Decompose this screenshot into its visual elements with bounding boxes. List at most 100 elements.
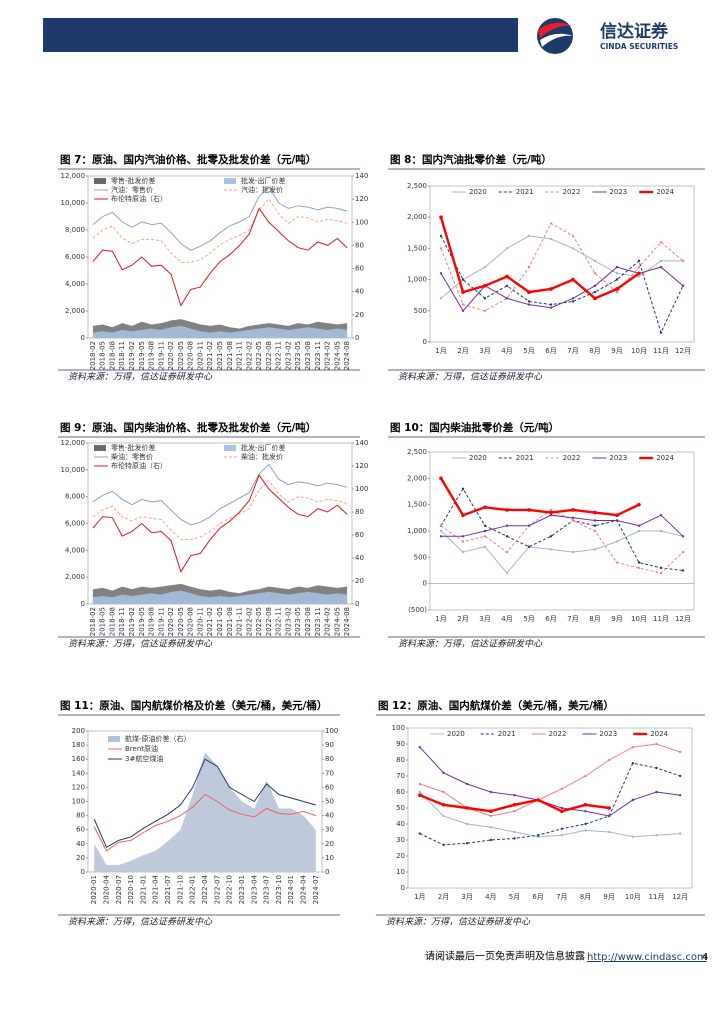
- line-point: [418, 832, 422, 835]
- y-tick-label: 140: [72, 769, 85, 777]
- x-tick-label: 2020-02: [167, 607, 175, 636]
- y2-tick-label: 0: [355, 334, 359, 342]
- legend-swatch: [224, 178, 236, 184]
- y-tick-label: 6,000: [65, 253, 85, 261]
- line-point: [584, 829, 587, 832]
- line-point: [513, 794, 516, 797]
- y2-tick-label: 60: [355, 265, 364, 273]
- line-point: [571, 247, 575, 250]
- y2-tick-label: 100: [355, 485, 368, 493]
- line-point: [513, 830, 516, 834]
- legend-label: 2021: [516, 454, 534, 462]
- x-tick-label: 8月: [589, 615, 600, 623]
- line-point: [678, 832, 682, 835]
- line-point: [659, 331, 663, 334]
- x-tick-label: 2019-02: [128, 607, 136, 636]
- x-tick-label: 1月: [435, 615, 446, 623]
- x-tick-label: 2021-07: [164, 875, 172, 904]
- line-point: [489, 809, 493, 813]
- line-point: [659, 529, 663, 533]
- y-tick-label: 30: [396, 836, 405, 844]
- x-tick-label: 2020-08: [187, 341, 195, 370]
- footer-url[interactable]: http://www.cindasc.com: [587, 952, 707, 963]
- figure-caption: 图 11：原油、国内航煤价格及价差（美元/桶，美元/桶）: [60, 699, 327, 712]
- legend-swatch: [224, 445, 236, 451]
- line-point: [593, 519, 597, 522]
- legend-label: 柴油：零售价: [111, 452, 153, 461]
- line-point: [637, 275, 641, 278]
- plot-frame: [407, 727, 693, 889]
- line-point: [571, 519, 575, 522]
- line-series: [92, 186, 348, 251]
- line-point: [418, 746, 422, 749]
- x-tick-label: 2018-11: [118, 607, 126, 636]
- y2-tick-label: 140: [355, 439, 368, 447]
- legend-label: 批发-出厂价差: [241, 443, 286, 452]
- legend-label: 2021: [516, 188, 534, 196]
- line-point: [593, 296, 597, 301]
- line-point: [527, 545, 531, 548]
- line-point: [659, 566, 663, 570]
- line-point: [571, 508, 575, 512]
- line-point: [536, 834, 540, 837]
- x-tick-label: 10月: [625, 893, 641, 901]
- line-point: [461, 309, 465, 312]
- x-tick-label: 6月: [545, 615, 556, 623]
- y-tick-label: 20: [396, 852, 405, 860]
- x-tick-label: 2018-05: [99, 341, 107, 370]
- line-point: [593, 524, 597, 527]
- line-point: [527, 303, 531, 306]
- legend-label: 航煤-原油价差（右）: [125, 734, 191, 743]
- figure-caption: 图 12：原油、国内航煤价差（美元/桶，美元/桶）: [378, 699, 614, 712]
- line-series: [419, 791, 681, 838]
- line-point: [549, 514, 553, 517]
- y-tick-label: 90: [396, 740, 405, 748]
- line-point: [584, 810, 587, 813]
- x-tick-label: 3月: [479, 615, 490, 623]
- line-point: [549, 287, 553, 291]
- line-point: [505, 550, 509, 554]
- line-point: [439, 297, 443, 300]
- x-tick-label: 9月: [611, 615, 622, 623]
- x-tick-label: 2024-05: [333, 341, 341, 370]
- legend-label: 2022: [563, 188, 581, 196]
- line-point: [571, 516, 575, 520]
- line-point: [655, 766, 658, 770]
- line-point: [560, 809, 564, 813]
- line-point: [461, 290, 465, 294]
- area-series: [94, 752, 316, 872]
- figure-caption: 图 9：原油、国内柴油价格、批零及批发价差（元/吨）: [60, 421, 316, 434]
- y2-tick-label: 100: [355, 218, 368, 226]
- x-tick-label: 2023-07: [263, 875, 271, 904]
- line-point: [442, 790, 445, 794]
- line-point: [483, 524, 487, 527]
- line-point: [549, 237, 553, 241]
- legend-label: 柴油：批发价: [241, 452, 283, 461]
- line-point: [549, 303, 553, 306]
- source-note: 资料来源：万得，信达证券研发中心: [386, 917, 531, 928]
- x-tick-label: 2022-11: [275, 607, 283, 636]
- line-point: [615, 561, 619, 564]
- x-tick-label: 8月: [589, 347, 600, 355]
- x-tick-label: 2020-05: [177, 341, 185, 370]
- line-point: [615, 513, 619, 517]
- line-point: [593, 290, 597, 294]
- line-series: [441, 514, 684, 537]
- line-point: [607, 814, 611, 818]
- y-tick-label: 60: [396, 788, 405, 796]
- line-point: [527, 508, 531, 512]
- x-tick-label: 2020-10: [127, 875, 135, 904]
- y-tick-label: 1,000: [407, 527, 427, 535]
- plot-frame: [429, 185, 695, 343]
- y2-tick-label: 100: [325, 727, 338, 735]
- line-point: [631, 762, 635, 765]
- line-point: [439, 524, 443, 527]
- x-tick-label: 2021-11: [236, 607, 244, 636]
- x-tick-label: 2021-08: [226, 607, 234, 636]
- line-point: [483, 284, 487, 288]
- line-point: [615, 265, 619, 269]
- y-tick-label: 160: [72, 755, 85, 763]
- area-series: [92, 590, 348, 604]
- x-tick-label: 2020-11: [196, 341, 204, 370]
